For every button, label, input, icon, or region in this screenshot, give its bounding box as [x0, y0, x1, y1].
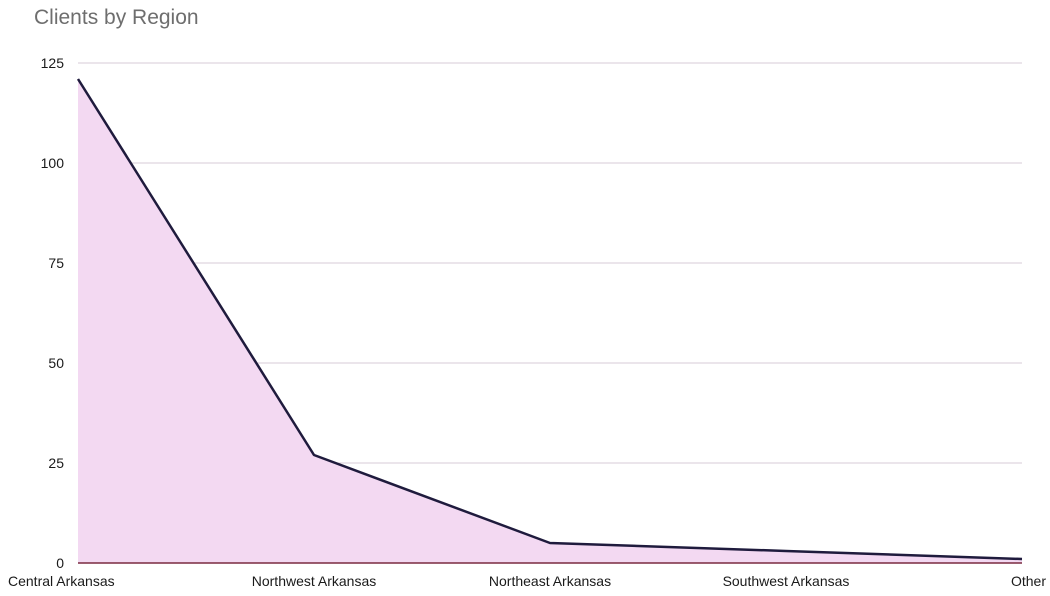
y-tick-label-50: 50 — [48, 355, 64, 371]
y-tick-label-100: 100 — [41, 155, 65, 171]
x-tick-label-4: Other — [1011, 573, 1046, 589]
area-fill — [78, 79, 1022, 563]
y-tick-label-75: 75 — [48, 255, 64, 271]
y-axis-ticks: 0 25 50 75 100 125 — [41, 55, 65, 571]
x-tick-label-2: Northeast Arkansas — [489, 573, 611, 589]
y-tick-label-0: 0 — [56, 555, 64, 571]
x-tick-label-0: Central Arkansas — [8, 573, 115, 589]
x-tick-label-1: Northwest Arkansas — [252, 573, 377, 589]
y-tick-label-125: 125 — [41, 55, 65, 71]
gridlines — [78, 62, 1022, 464]
x-tick-label-3: Southwest Arkansas — [723, 573, 850, 589]
y-tick-label-25: 25 — [48, 455, 64, 471]
x-axis-ticks: Central Arkansas Northwest Arkansas Northe… — [8, 573, 1046, 589]
chart-title: Clients by Region — [34, 6, 199, 29]
area-layer — [76, 78, 1023, 564]
